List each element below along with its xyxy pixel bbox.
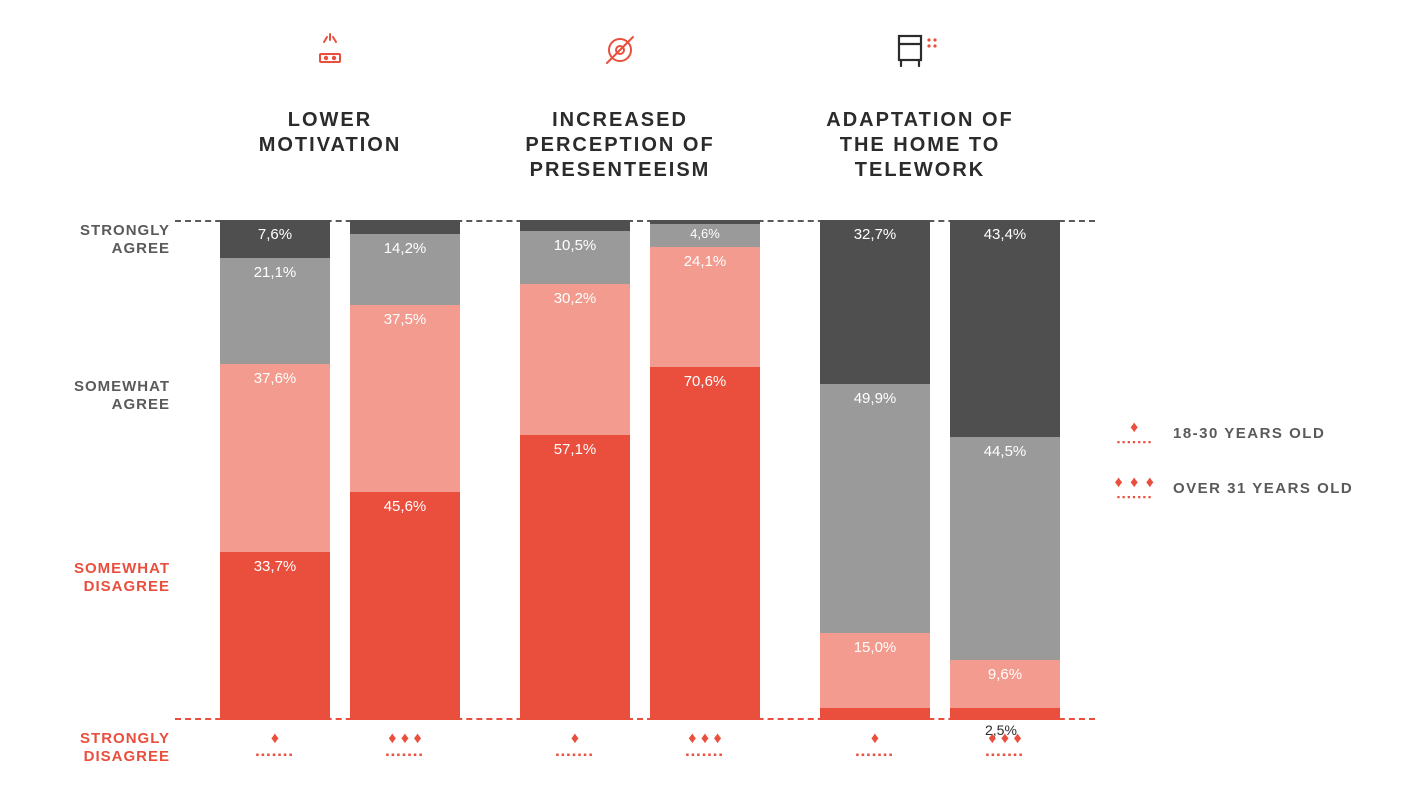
bar-home-adaptation-older: 43,4% 44,5% 9,6% bbox=[950, 220, 1060, 720]
chart-canvas: STRONGLY AGREE SOMEWHAT AGREE SOMEWHAT D… bbox=[0, 0, 1425, 786]
segment-strongly_agree bbox=[350, 220, 460, 234]
flame-icon: ♦ bbox=[571, 730, 579, 747]
flame-icon: ♦ ♦ ♦ bbox=[688, 730, 721, 747]
segment-strongly_agree: 32,7% bbox=[820, 220, 930, 384]
dots-icon: ▪▪▪▪▪▪▪ bbox=[950, 750, 1060, 761]
dots-icon: ▪▪▪▪▪▪▪ bbox=[650, 750, 760, 761]
bar-lower-motivation-young: 7,6% 21,1% 37,6% 33,7% bbox=[220, 220, 330, 720]
segment-somewhat_disagree: 37,5% bbox=[350, 305, 460, 493]
flame-icon: ♦ ♦ ♦ bbox=[388, 730, 421, 747]
segment-value-label: 4,6% bbox=[690, 226, 720, 241]
segment-somewhat_disagree: 24,1% bbox=[650, 247, 760, 368]
segment-somewhat_agree: 4,6% bbox=[650, 224, 760, 247]
segment-value-label: 7,6% bbox=[258, 226, 292, 243]
router-icon bbox=[310, 30, 350, 70]
bar-increased-presenteeism-older: 4,6% 24,1% 70,6% bbox=[650, 220, 760, 720]
segment-value-label: 10,5% bbox=[554, 237, 597, 254]
cat-title-presenteeism: INCREASED PERCEPTION OF PRESENTEEISM bbox=[480, 108, 760, 183]
segment-value-label: 15,0% bbox=[854, 639, 897, 656]
bar-group-marker: ♦ ♦ ♦ ▪▪▪▪▪▪▪ bbox=[350, 730, 460, 761]
desk-icon bbox=[895, 30, 935, 70]
segment-somewhat_agree: 10,5% bbox=[520, 231, 630, 284]
segment-somewhat_agree: 49,9% bbox=[820, 384, 930, 634]
cat-title-lower-motivation: LOWER MOTIVATION bbox=[200, 108, 460, 158]
segment-value-label: 37,6% bbox=[254, 370, 297, 387]
bar-group-marker: ♦ ▪▪▪▪▪▪▪ bbox=[820, 730, 930, 761]
dots-icon: ▪▪▪▪▪▪▪ bbox=[350, 750, 460, 761]
dots-icon: ▪▪▪▪▪▪▪ bbox=[820, 750, 930, 761]
segment-strongly_disagree: 33,7% bbox=[220, 552, 330, 721]
segment-value-label: 49,9% bbox=[854, 390, 897, 407]
dots-icon: ▪▪▪▪▪▪▪ bbox=[520, 750, 630, 761]
segment-strongly_agree: 43,4% bbox=[950, 220, 1060, 437]
bar-group-marker: ♦ ♦ ♦ ▪▪▪▪▪▪▪ bbox=[950, 730, 1060, 761]
y-label-strongly-agree: STRONGLY AGREE bbox=[80, 222, 170, 258]
segment-somewhat_disagree: 37,6% bbox=[220, 364, 330, 552]
segment-value-label: 14,2% bbox=[384, 240, 427, 257]
flame-icon: ♦ bbox=[271, 730, 279, 747]
eye-off-icon bbox=[600, 30, 640, 70]
segment-strongly_disagree: 57,1% bbox=[520, 435, 630, 721]
legend-label: 18-30 YEARS OLD bbox=[1173, 425, 1325, 442]
flame-icon: ♦ bbox=[871, 730, 879, 747]
flame-icon: ♦ ▪▪▪▪▪▪▪ bbox=[1105, 420, 1165, 447]
flame-icon: ♦ ♦ ♦ bbox=[988, 730, 1021, 747]
cat-title-home-adaptation: ADAPTATION OF THE HOME TO TELEWORK bbox=[780, 108, 1060, 183]
bar-lower-motivation-older: 14,2% 37,5% 45,6% bbox=[350, 220, 460, 720]
segment-strongly_disagree: 45,6% bbox=[350, 492, 460, 720]
segment-value-label: 37,5% bbox=[384, 311, 427, 328]
y-label-somewhat-agree: SOMEWHAT AGREE bbox=[74, 378, 170, 414]
segment-strongly_disagree: 70,6% bbox=[650, 367, 760, 720]
flame-icon: ♦ ♦ ♦ ▪▪▪▪▪▪▪ bbox=[1105, 475, 1165, 502]
bar-group-marker: ♦ ♦ ♦ ▪▪▪▪▪▪▪ bbox=[650, 730, 760, 761]
segment-strongly_agree bbox=[520, 220, 630, 231]
segment-value-label: 43,4% bbox=[984, 226, 1027, 243]
segment-value-label: 33,7% bbox=[254, 558, 297, 575]
dots-icon: ▪▪▪▪▪▪▪ bbox=[220, 750, 330, 761]
y-label-somewhat-disagree: SOMEWHAT DISAGREE bbox=[74, 560, 170, 596]
segment-strongly_agree: 7,6% bbox=[220, 220, 330, 258]
legend-label: OVER 31 YEARS OLD bbox=[1173, 480, 1353, 497]
y-label-strongly-disagree: STRONGLY DISAGREE bbox=[80, 730, 170, 766]
segment-value-label: 30,2% bbox=[554, 290, 597, 307]
bar-group-marker: ♦ ▪▪▪▪▪▪▪ bbox=[520, 730, 630, 761]
segment-value-label: 70,6% bbox=[684, 373, 727, 390]
segment-somewhat_agree: 21,1% bbox=[220, 258, 330, 364]
legend-item-18-30: ♦ ▪▪▪▪▪▪▪ 18-30 YEARS OLD bbox=[1105, 420, 1353, 447]
segment-somewhat_disagree: 15,0% bbox=[820, 633, 930, 708]
legend-item-31-plus: ♦ ♦ ♦ ▪▪▪▪▪▪▪ OVER 31 YEARS OLD bbox=[1105, 475, 1353, 502]
segment-value-label: 57,1% bbox=[554, 441, 597, 458]
segment-somewhat_disagree: 9,6% bbox=[950, 660, 1060, 708]
segment-somewhat_agree: 14,2% bbox=[350, 234, 460, 305]
bar-increased-presenteeism-young: 10,5% 30,2% 57,1% bbox=[520, 220, 630, 720]
segment-value-label: 32,7% bbox=[854, 226, 897, 243]
segment-value-label: 45,6% bbox=[384, 498, 427, 515]
segment-value-label: 24,1% bbox=[684, 253, 727, 270]
segment-strongly_disagree bbox=[950, 708, 1060, 721]
segment-value-label: 21,1% bbox=[254, 264, 297, 281]
bar-group-marker: ♦ ▪▪▪▪▪▪▪ bbox=[220, 730, 330, 761]
segment-value-label: 44,5% bbox=[984, 443, 1027, 460]
segment-value-label: 9,6% bbox=[988, 666, 1022, 683]
segment-strongly_disagree bbox=[820, 708, 930, 720]
plot-area: 7,6%21,1%37,6%33,7%♦▪▪▪▪▪▪▪14,2%37,5%45,… bbox=[190, 220, 1080, 720]
segment-somewhat_agree: 44,5% bbox=[950, 437, 1060, 660]
legend: ♦ ▪▪▪▪▪▪▪ 18-30 YEARS OLD ♦ ♦ ♦ ▪▪▪▪▪▪▪ … bbox=[1105, 420, 1353, 530]
bar-home-adaptation-young: 32,7% 49,9% 15,0% bbox=[820, 220, 930, 720]
segment-somewhat_disagree: 30,2% bbox=[520, 284, 630, 435]
